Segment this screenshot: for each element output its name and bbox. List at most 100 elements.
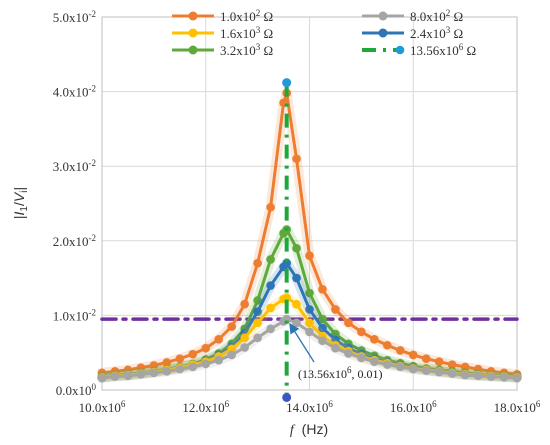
series-0-point-18 (318, 284, 327, 294)
series-1-point-26 (421, 366, 431, 375)
series-1-point-19 (331, 343, 340, 353)
series-3-point-17 (305, 305, 314, 314)
series-0-point-26 (421, 354, 431, 363)
series-1-point-0 (97, 373, 107, 383)
series-1-point-27 (434, 367, 444, 377)
legend-label-3: 2.4x103 Ω (410, 25, 463, 41)
series-0-point-6 (175, 354, 185, 363)
series-1-point-1 (110, 372, 120, 381)
annotation: (13.56x106, 0.01) (289, 322, 383, 381)
x-tick-label-3: 16.0x106 (390, 399, 437, 415)
series-line-0 (100, 91, 519, 376)
legend-swatch-marker-2 (188, 28, 198, 38)
series-0-point-23 (383, 340, 392, 350)
annotation-label: (13.56x106, 0.01) (298, 365, 383, 381)
series-0-point-17 (305, 251, 314, 261)
series-1-point-9 (214, 355, 224, 365)
series-1-point-5 (162, 367, 172, 376)
series-0-point-10 (227, 322, 236, 331)
series-0-point-22 (370, 334, 379, 344)
series-1-point-7 (188, 362, 198, 372)
series-0-point-16 (292, 154, 301, 164)
series-0-point-27 (434, 357, 444, 366)
series-0-point-13 (266, 202, 275, 212)
series-1-point-32 (499, 373, 509, 382)
series-4-point-16 (292, 243, 301, 253)
series-1-point-18 (318, 336, 327, 346)
series-1-point-3 (136, 370, 146, 379)
series-1-point-8 (201, 359, 211, 369)
x-tick-label-1: 12.0x106 (182, 399, 229, 415)
series-1-point-23 (383, 360, 392, 369)
series-1-point-17 (305, 327, 314, 337)
series-2-point-10 (227, 344, 236, 354)
series-2-point-16 (292, 299, 301, 309)
series-4-point-18 (318, 314, 327, 324)
legend-entry-5: 13.56x106 Ω (362, 42, 476, 58)
series-1-point-33 (512, 373, 522, 383)
legend-entry-3: 2.4x103 Ω (362, 25, 463, 41)
series-0-point-5 (162, 358, 172, 367)
y-tick-label-1: 1.0x10-2 (53, 307, 96, 323)
annotation-arrow (289, 322, 315, 363)
x-tick-label-4: 18.0x106 (494, 399, 541, 415)
x-tick-label-0: 10.0x106 (79, 399, 126, 415)
series-0-point-20 (344, 318, 353, 328)
series-2-point-15 (282, 293, 291, 302)
series-2-point-12 (253, 318, 262, 328)
series-line-1 (100, 317, 519, 380)
series-0-point-8 (201, 343, 211, 353)
series-1-point-13 (266, 324, 275, 334)
y-tick-label-2: 2.0x10-2 (53, 233, 96, 249)
series-1-point-25 (408, 364, 418, 374)
series-2-point-11 (240, 333, 249, 343)
series-1-point-30 (473, 371, 483, 381)
series-1-point-16 (292, 318, 301, 328)
series-0-point-11 (240, 299, 249, 309)
series-0-point-12 (253, 258, 262, 268)
series-0-point-19 (331, 305, 340, 314)
series-1-point-12 (253, 333, 262, 343)
legend-entry-4: 3.2x103 Ω (172, 42, 273, 58)
series-1-point-24 (395, 362, 405, 372)
vertical-line-top-marker (282, 78, 292, 88)
series-layer (97, 78, 522, 402)
legend-label-2: 1.6x103 Ω (220, 25, 273, 41)
series-0-point-24 (395, 346, 405, 355)
series-0-point-25 (408, 350, 418, 360)
y-tick-label-4: 4.0x10-2 (53, 84, 96, 100)
x-tick-labels: 10.0x106 12.0x106 14.0x106 16.0x106 18.0x106 (79, 399, 541, 415)
series-1-point-11 (240, 343, 249, 352)
legend-swatch-marker-3 (378, 28, 388, 38)
y-tick-label-0: 0.0x100 (56, 382, 97, 398)
series-4-point-13 (266, 255, 275, 264)
legend-label-5: 13.56x106 Ω (410, 42, 476, 58)
series-0-point-29 (460, 362, 470, 372)
legend: 1.0x102 Ω 8.0x102 Ω 1.6x103 Ω 2.4x103 Ω 3.2x… (172, 8, 476, 58)
legend-swatch-marker-1 (378, 11, 388, 21)
legend-entry-1: 8.0x102 Ω (362, 8, 463, 24)
series-1-point-15 (282, 314, 291, 324)
legend-entry-2: 1.6x103 Ω (172, 25, 273, 41)
y-tick-label-3: 3.0x10-2 (53, 158, 96, 174)
series-1-point-22 (370, 357, 379, 366)
series-3-point-16 (292, 273, 301, 283)
series-2-point-13 (266, 303, 275, 313)
series-3-point-15 (282, 258, 291, 268)
series-1-point-21 (357, 353, 366, 363)
series-2-point-17 (305, 318, 314, 328)
series-3-point-13 (266, 281, 275, 290)
series-0-point-9 (214, 334, 224, 344)
series-1-point-28 (447, 369, 457, 378)
legend-label-0: 1.0x102 Ω (220, 8, 273, 24)
series-0-point-7 (188, 349, 198, 359)
series-1-point-10 (227, 350, 236, 360)
series-1-point-20 (344, 349, 353, 358)
y-tick-label-5: 5.0x10-2 (53, 9, 96, 25)
legend-label-1: 8.0x102 Ω (410, 8, 463, 24)
series-1-point-2 (123, 371, 133, 381)
series-0-point-4 (149, 361, 159, 370)
series-1-point-4 (149, 368, 159, 378)
series-3-point-12 (253, 307, 262, 316)
legend-swatch-marker-5 (395, 45, 405, 55)
